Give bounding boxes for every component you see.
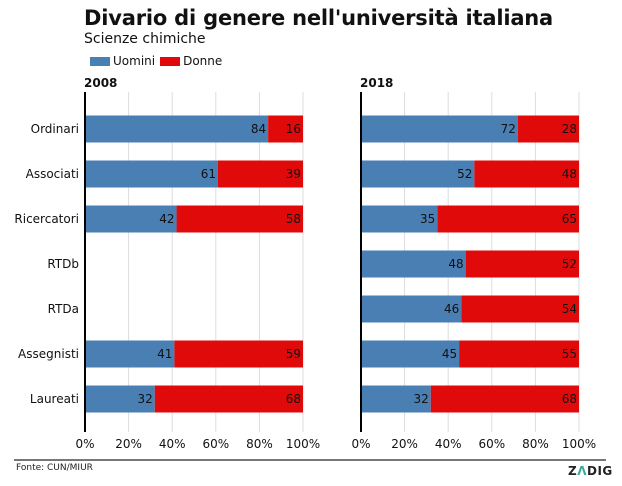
legend-item-uomini: Uomini <box>90 54 155 68</box>
y-category-label: Assegnisti <box>18 347 79 361</box>
legend-item-donne: Donne <box>160 54 222 68</box>
bar-donne-associati <box>474 160 579 188</box>
bar-donne-ordinari <box>268 115 303 143</box>
data-label-donne: 58 <box>286 212 301 226</box>
brand-suffix: DIG <box>587 464 613 478</box>
data-label-uomini: 61 <box>201 167 216 181</box>
legend-label-uomini: Uomini <box>113 54 156 68</box>
data-label-uomini: 46 <box>444 302 459 316</box>
bar-uomini-associati <box>361 160 475 188</box>
data-label-uomini: 42 <box>159 212 174 226</box>
panel-title-2018: 2018 <box>360 76 394 90</box>
x-tick-label-2018: 40% <box>435 437 462 451</box>
bar-donne-ricercatori <box>437 205 579 233</box>
legend: Uomini Donne <box>90 54 227 68</box>
legend-swatch-donne <box>160 56 181 66</box>
x-tick-label-2018: 0% <box>351 437 370 451</box>
bar-donne-laureati <box>154 385 303 413</box>
x-tick-label-2018: 100% <box>562 437 596 451</box>
data-label-donne: 55 <box>562 347 577 361</box>
x-tick-label-2008: 40% <box>159 437 186 451</box>
source-note: Fonte: CUN/MIUR <box>16 463 93 473</box>
bar-uomini-laureati <box>85 385 155 413</box>
data-label-donne: 59 <box>286 347 301 361</box>
legend-label-donne: Donne <box>183 54 223 68</box>
data-label-donne: 65 <box>562 212 577 226</box>
data-label-uomini: 45 <box>442 347 457 361</box>
y-category-label: RTDa <box>48 302 79 316</box>
data-label-uomini: 41 <box>157 347 172 361</box>
data-label-donne: 48 <box>562 167 577 181</box>
data-label-uomini: 72 <box>501 122 516 136</box>
x-tick-label-2008: 100% <box>286 437 320 451</box>
bar-uomini-rtdb <box>361 250 466 278</box>
brand-prefix: Z <box>568 464 578 478</box>
y-category-label: Associati <box>26 167 79 181</box>
data-label-donne: 54 <box>562 302 577 316</box>
x-tick-label-2008: 20% <box>115 437 142 451</box>
data-label-donne: 52 <box>562 257 577 271</box>
panel-title-2008: 2008 <box>84 76 118 90</box>
bar-donne-assegnisti <box>459 340 579 368</box>
bar-donne-ordinari <box>517 115 579 143</box>
brand-logo: ZΛDIG <box>568 464 613 478</box>
data-label-uomini: 48 <box>448 257 463 271</box>
bar-donne-rtda <box>461 295 579 323</box>
bar-uomini-laureati <box>361 385 431 413</box>
y-category-label: Laureati <box>30 392 79 406</box>
bar-uomini-associati <box>85 160 218 188</box>
data-label-donne: 68 <box>286 392 301 406</box>
bar-donne-rtdb <box>465 250 579 278</box>
data-label-uomini: 35 <box>420 212 435 226</box>
footer-divider <box>14 459 606 461</box>
chart-subtitle: Scienze chimiche <box>84 31 206 47</box>
brand-mark-icon: Λ <box>577 464 587 478</box>
bar-donne-laureati <box>430 385 579 413</box>
bar-uomini-ordinari <box>85 115 269 143</box>
y-category-label: RTDb <box>47 257 79 271</box>
bar-uomini-ricercatori <box>85 205 177 233</box>
bar-uomini-assegnisti <box>361 340 460 368</box>
data-label-donne: 28 <box>562 122 577 136</box>
legend-swatch-uomini <box>90 56 110 66</box>
data-label-uomini: 32 <box>413 392 428 406</box>
bar-uomini-ricercatori <box>361 205 438 233</box>
bar-uomini-rtda <box>361 295 462 323</box>
bar-donne-assegnisti <box>174 340 303 368</box>
x-tick-label-2008: 60% <box>202 437 229 451</box>
data-label-uomini: 52 <box>457 167 472 181</box>
y-category-label: Ordinari <box>31 122 79 136</box>
x-tick-label-2018: 80% <box>522 437 549 451</box>
x-tick-label-2008: 80% <box>246 437 273 451</box>
data-label-donne: 39 <box>286 167 301 181</box>
data-label-donne: 68 <box>562 392 577 406</box>
chart-title: Divario di genere nell'università italia… <box>84 6 554 30</box>
bar-donne-associati <box>217 160 303 188</box>
data-label-donne: 16 <box>286 122 301 136</box>
bar-uomini-assegnisti <box>85 340 175 368</box>
bar-uomini-ordinari <box>361 115 518 143</box>
data-label-uomini: 84 <box>251 122 266 136</box>
x-tick-label-2008: 0% <box>75 437 94 451</box>
bar-donne-ricercatori <box>176 205 303 233</box>
x-tick-label-2018: 20% <box>391 437 418 451</box>
data-label-uomini: 32 <box>137 392 152 406</box>
y-category-label: Ricercatori <box>14 212 79 226</box>
x-tick-label-2018: 60% <box>478 437 505 451</box>
